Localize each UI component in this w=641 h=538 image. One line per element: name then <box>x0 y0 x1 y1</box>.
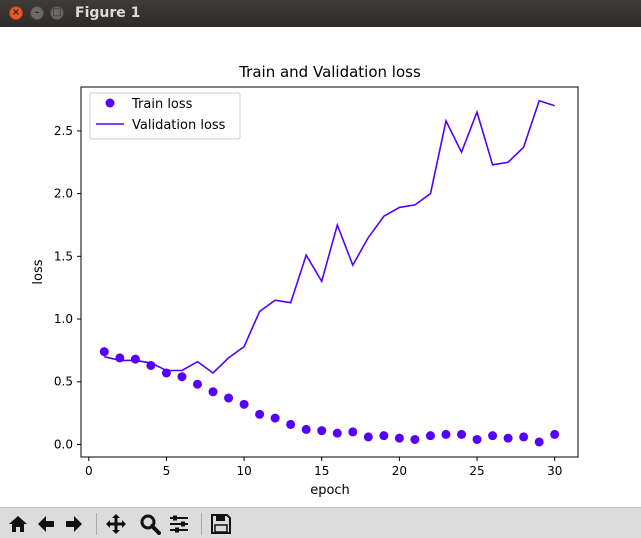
y-tick-label: 0.5 <box>54 375 73 389</box>
zoom-button[interactable] <box>137 512 163 536</box>
loss-chart: Train and Validation loss 0 5 10 15 20 25 30 0… <box>31 63 579 498</box>
x-tick-label: 5 <box>163 464 171 478</box>
minimize-button[interactable]: – <box>30 6 44 20</box>
x-tick-label: 0 <box>85 464 93 478</box>
y-tick-label: 1.5 <box>54 249 73 263</box>
train-loss-point <box>146 360 156 370</box>
train-loss-point <box>255 409 265 419</box>
legend-train-marker <box>105 98 115 108</box>
pan-button[interactable] <box>103 512 129 536</box>
train-loss-point <box>410 434 420 444</box>
train-loss-point <box>239 399 249 409</box>
train-loss-point <box>286 419 296 429</box>
train-loss-point <box>208 387 218 397</box>
train-loss-point <box>534 437 544 447</box>
y-tick-label: 2.5 <box>54 124 73 138</box>
x-axis-label: epoch <box>310 483 350 498</box>
chart-title: Train and Validation loss <box>238 63 421 81</box>
train-loss-point <box>394 433 404 443</box>
train-loss-point <box>192 379 202 389</box>
x-tick-label: 30 <box>547 464 562 478</box>
legend-train-label: Train loss <box>131 97 193 112</box>
plot-area <box>80 86 579 458</box>
back-button[interactable] <box>33 512 59 536</box>
train-loss-point <box>441 429 451 439</box>
train-loss-point <box>363 432 373 442</box>
home-button[interactable] <box>5 512 31 536</box>
zoom-icon <box>140 514 161 535</box>
train-loss-point <box>270 413 280 423</box>
save-icon <box>211 514 231 534</box>
toolbar-separator <box>96 513 97 535</box>
train-loss-point <box>224 393 234 403</box>
save-button[interactable] <box>208 512 234 536</box>
home-icon <box>9 516 27 532</box>
legend-box <box>89 92 241 140</box>
navigation-toolbar <box>0 507 641 538</box>
train-loss-point <box>457 429 467 439</box>
close-button[interactable]: × <box>9 6 23 20</box>
window-title: Figure 1 <box>75 5 141 21</box>
train-loss-point <box>425 431 435 441</box>
train-loss-point <box>177 372 187 382</box>
train-loss-point <box>379 431 389 441</box>
x-tick-label: 25 <box>469 464 484 478</box>
configure-subplots-button[interactable] <box>166 512 192 536</box>
maximize-button[interactable]: □ <box>50 6 64 20</box>
configure-subplots-icon <box>170 515 188 533</box>
pan-icon <box>106 514 126 534</box>
train-loss-point <box>348 427 358 437</box>
window-titlebar: × – □ Figure 1 <box>0 0 641 27</box>
y-axis-label: loss <box>31 259 46 284</box>
train-loss-point <box>317 426 327 436</box>
train-loss-point <box>332 428 342 438</box>
train-loss-point <box>161 368 171 378</box>
train-loss-point <box>503 433 513 443</box>
toolbar-separator <box>201 513 202 535</box>
x-tick-label: 10 <box>236 464 251 478</box>
train-loss-point <box>472 434 482 444</box>
train-loss-point <box>488 431 498 441</box>
train-loss-point <box>519 432 529 442</box>
train-loss-point <box>130 354 140 364</box>
validation-loss-line <box>104 99 555 375</box>
legend: Train loss Validation loss <box>89 92 241 140</box>
back-arrow-icon <box>38 516 54 532</box>
forward-arrow-icon <box>66 516 82 532</box>
y-tick-label: 2.0 <box>54 187 73 201</box>
figure-canvas: Train and Validation loss 0 5 10 15 20 25 30 0… <box>0 27 641 507</box>
train-loss-point <box>99 347 109 357</box>
y-tick-label: 1.0 <box>54 312 73 326</box>
train-loss-point <box>115 353 125 363</box>
train-loss-point <box>550 429 560 439</box>
forward-button[interactable] <box>61 512 87 536</box>
y-tick-label: 0.0 <box>54 437 73 451</box>
x-tick-label: 20 <box>392 464 407 478</box>
train-loss-point <box>301 424 311 434</box>
x-tick-label: 15 <box>314 464 329 478</box>
legend-validation-label: Validation loss <box>132 118 226 133</box>
